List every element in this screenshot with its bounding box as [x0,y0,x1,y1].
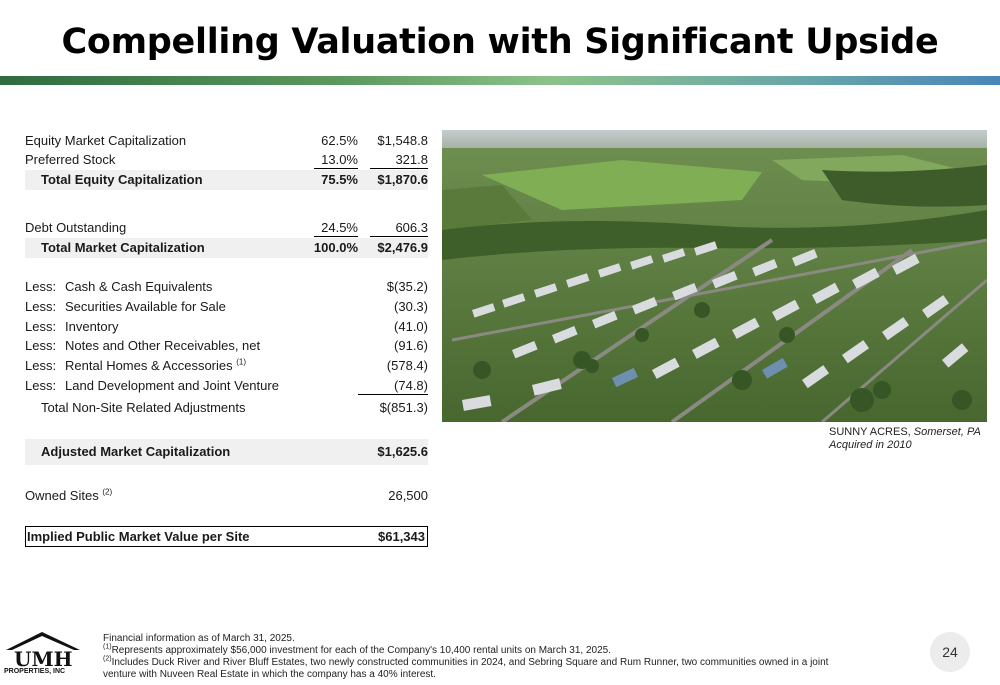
underline [370,218,428,237]
row-less-rental-homes: Less: Rental Homes & Accessories (1) (578… [25,356,428,376]
row-value: $1,548.8 [377,133,428,148]
row-pct: 62.5% [321,133,358,148]
aerial-photo-illustration [442,130,987,422]
row-label: Owned Sites [25,488,99,503]
footnote-marker: (1) [236,357,247,367]
row-value: (41.0) [394,319,428,334]
row-label: Land Development and Joint Venture [65,378,279,393]
caption-name: SUNNY ACRES, [829,426,911,438]
less-prefix: Less: [25,358,57,373]
row-value: $(35.2) [386,279,428,294]
row-label: Rental Homes & Accessories [65,358,233,373]
caption-acquired: Acquired in 2010 [829,439,912,451]
row-debt-outstanding: Debt Outstanding 24.5% 606.3 [25,218,428,238]
row-total-equity-cap: Total Equity Capitalization 75.5% $1,870… [25,170,428,190]
row-total-non-site: Total Non-Site Related Adjustments $(851… [25,398,428,418]
row-value: (74.8) [394,378,428,393]
row-label: Cash & Cash Equivalents [65,279,213,294]
footnote-1: Represents approximately $56,000 investm… [111,645,611,656]
row-value: $(851.3) [379,400,428,415]
row-pct: 13.0% [321,152,358,167]
less-prefix: Less: [25,279,57,294]
less-prefix: Less: [25,338,57,353]
row-label: Preferred Stock [25,152,116,167]
logo-subtext: PROPERTIES, INC [4,668,66,675]
row-value: $1,870.6 [377,172,428,187]
footnotes: Financial information as of March 31, 20… [103,633,863,681]
umh-logo-icon [6,632,80,650]
row-label: Total Equity Capitalization [41,172,203,187]
row-pct: 100.0% [313,240,358,255]
row-less-land-development: Less: Land Development and Joint Venture … [25,376,428,396]
row-total-market-cap: Total Market Capitalization 100.0% $2,47… [25,238,428,258]
aerial-photo [442,130,987,422]
row-label: Adjusted Market Capitalization [41,444,231,459]
less-prefix: Less: [25,299,57,314]
row-label: Notes and Other Receivables, net [65,338,261,353]
footnote-2: Includes Duck River and River Bluff Esta… [103,657,829,680]
row-label: Equity Market Capitalization [25,133,187,148]
page-title: Compelling Valuation with Significant Up… [61,22,939,62]
footnote-marker: (2) [103,655,112,663]
row-label: Total Market Capitalization [41,240,205,255]
underline [370,150,428,169]
row-adjusted-market-cap: Adjusted Market Capitalization $1,625.6 [25,439,428,465]
row-value: $1,625.6 [377,444,428,459]
row-label: Debt Outstanding [25,220,127,235]
footnote-marker: (2) [102,487,113,497]
title-gradient-bar [0,76,1000,85]
underline [358,376,428,395]
row-value: 26,500 [388,488,428,503]
row-preferred-stock: Preferred Stock 13.0% 321.8 [25,150,428,170]
caption-location: Somerset, PA [913,426,981,438]
row-label: Implied Public Market Value per Site [27,529,250,544]
row-less-notes: Less: Notes and Other Receivables, net (9… [25,336,428,356]
underline [314,218,358,237]
footnote-marker: (1) [103,643,112,651]
row-pct: 24.5% [321,220,358,235]
logo-text: UMH [14,647,73,671]
row-value: $61,343 [378,529,425,544]
row-equity-market-cap: Equity Market Capitalization 62.5% $1,54… [25,131,428,151]
row-label: Securities Available for Sale [65,299,226,314]
row-value: (30.3) [394,299,428,314]
row-owned-sites: Owned Sites (2) 26,500 [25,486,428,506]
row-implied-value: Implied Public Market Value per Site $61… [25,526,428,547]
row-less-cash: Less: Cash & Cash Equivalents $(35.2) [25,277,428,297]
row-less-securities: Less: Securities Available for Sale (30.3… [25,297,428,317]
photo-caption: SUNNY ACRES, Somerset, PA Acquired in 20… [829,426,981,452]
row-value: 606.3 [395,220,428,235]
row-less-inventory: Less: Inventory (41.0) [25,317,428,337]
less-prefix: Less: [25,319,57,334]
row-pct: 75.5% [321,172,358,187]
row-value: (578.4) [386,358,428,373]
row-value: 321.8 [395,152,428,167]
underline [314,150,358,169]
row-value: (91.6) [394,338,428,353]
row-value: $2,476.9 [377,240,428,255]
row-label: Total Non-Site Related Adjustments [41,400,246,415]
row-label: Inventory [65,319,119,334]
page-number: 24 [930,632,970,672]
footnote-date: Financial information as of March 31, 20… [103,633,295,644]
less-prefix: Less: [25,378,57,393]
